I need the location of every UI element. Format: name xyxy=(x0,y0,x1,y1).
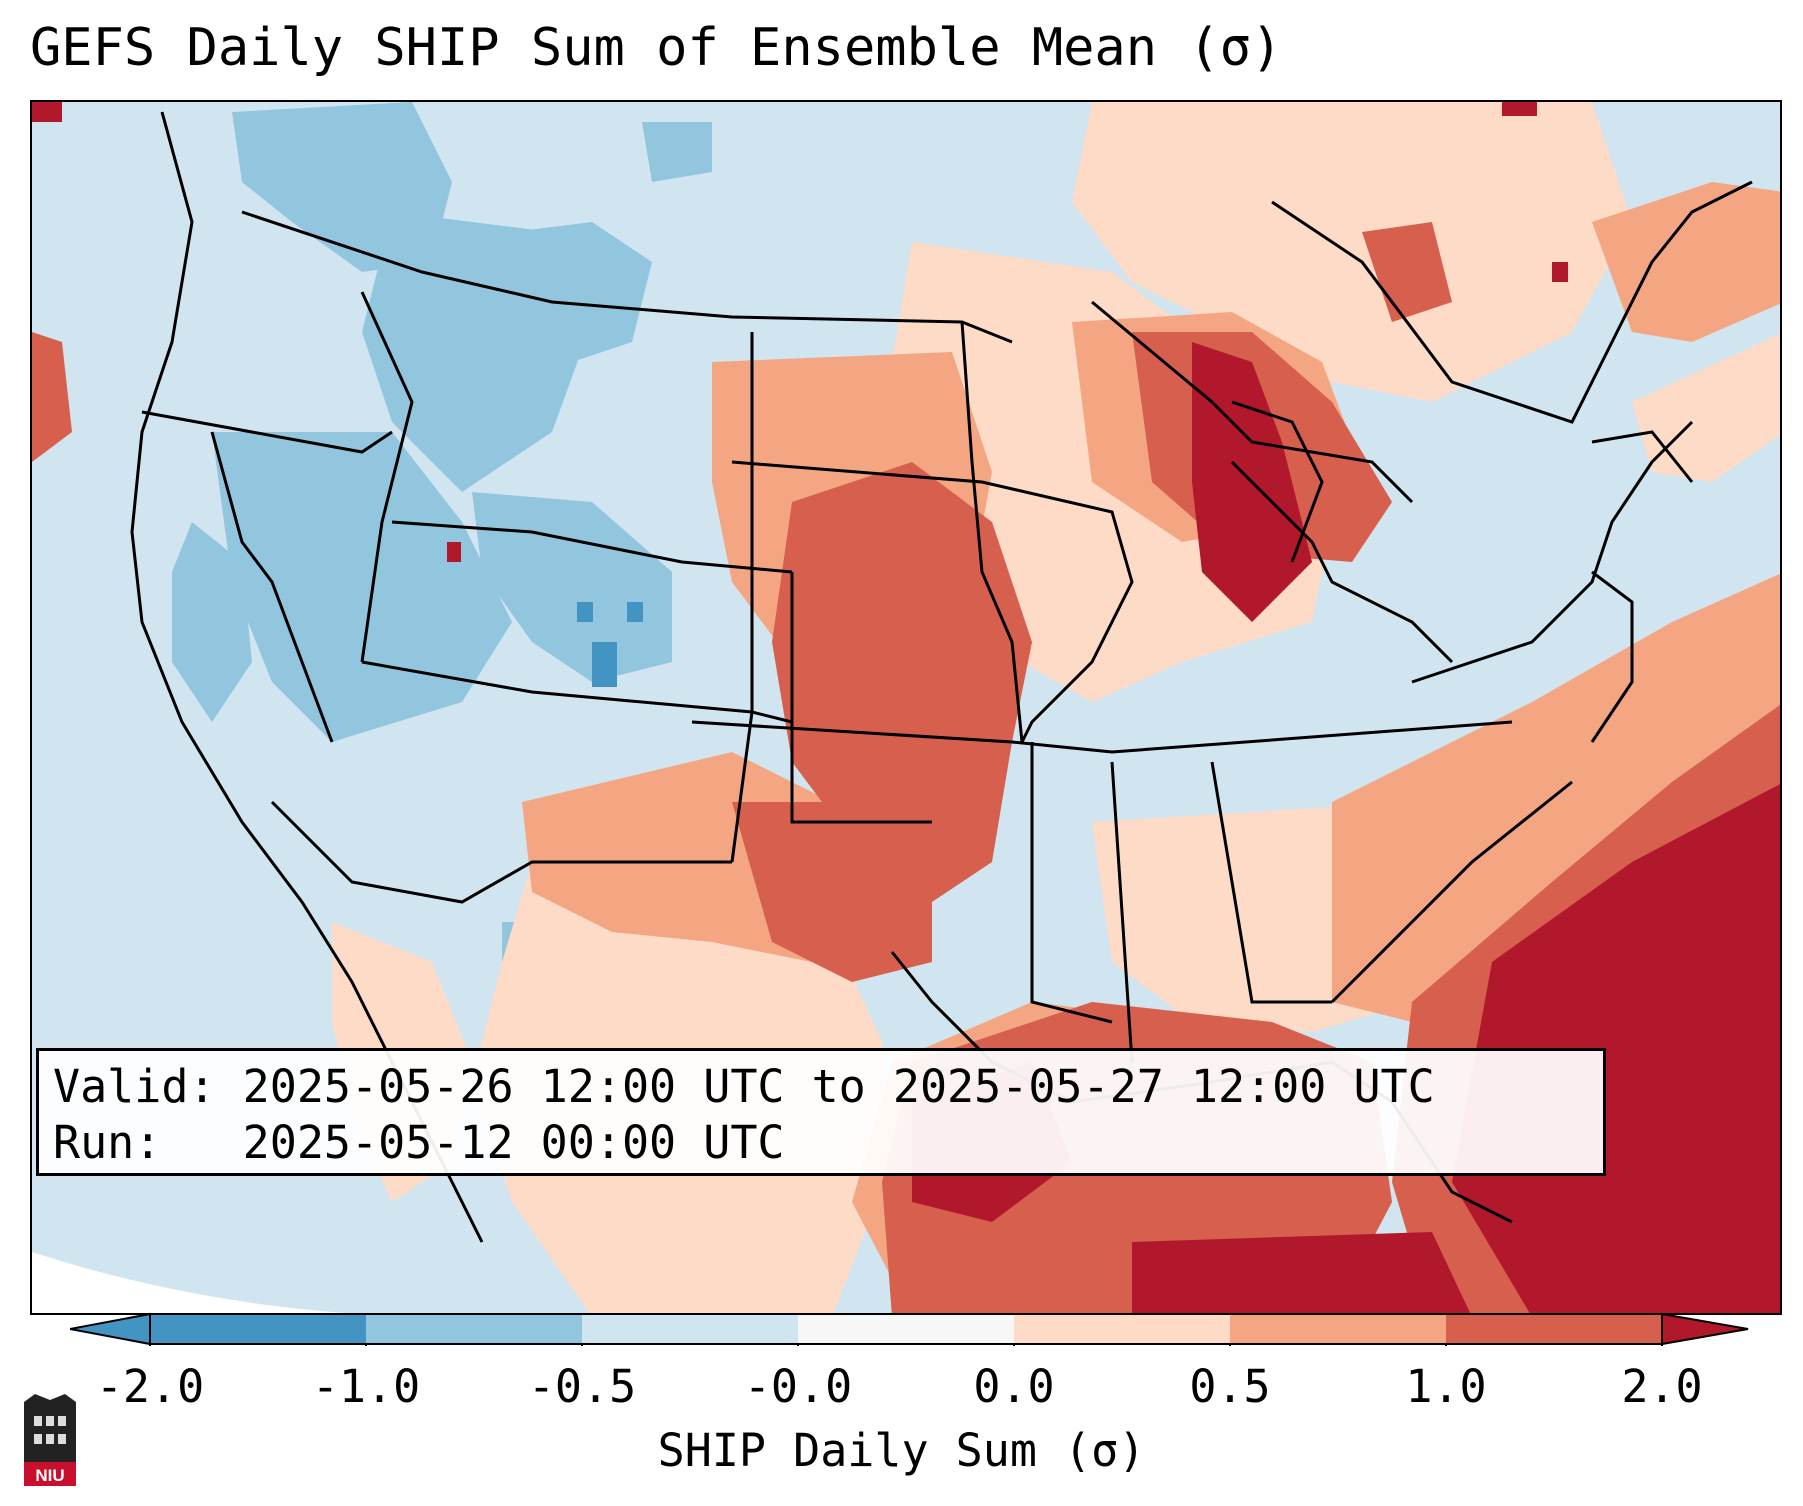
strong-negative-areas xyxy=(577,602,643,687)
colorbar-extend-low xyxy=(70,1312,151,1346)
colorbar-segment xyxy=(1014,1314,1230,1344)
chart-title: GEFS Daily SHIP Sum of Ensemble Mean (σ) xyxy=(30,18,1283,78)
colorbar-segment xyxy=(150,1314,366,1344)
colorbar-outline xyxy=(149,1313,1663,1345)
negative-anomaly-areas xyxy=(172,102,712,1042)
colorbar-tick-label: -0.0 xyxy=(743,1360,853,1413)
run-label: Run: xyxy=(53,1116,162,1169)
projection-edge xyxy=(32,1252,345,1313)
colorbar-tick-label: -0.5 xyxy=(527,1360,637,1413)
colorbar-ticks xyxy=(149,1344,1663,1346)
colorbar-segment xyxy=(366,1314,582,1344)
valid-value: 2025-05-26 12:00 UTC to 2025-05-27 12:00… xyxy=(242,1060,1435,1113)
valid-label: Valid: xyxy=(53,1060,216,1113)
valid-run-info-box: Valid: 2025-05-26 12:00 UTC to 2025-05-2… xyxy=(36,1048,1606,1176)
colorbar-segment xyxy=(582,1314,798,1344)
colorbar-tick-label: 0.0 xyxy=(973,1360,1055,1413)
colorbar-tick-label: 1.0 xyxy=(1405,1360,1487,1413)
logo-text: NIU xyxy=(35,1466,64,1485)
run-value: 2025-05-12 00:00 UTC xyxy=(242,1116,785,1169)
colorbar-segment xyxy=(798,1314,1014,1344)
colorbar-tick-label: 0.5 xyxy=(1189,1360,1271,1413)
colorbar-tick-label: -1.0 xyxy=(311,1360,421,1413)
colorbar-segment xyxy=(1446,1314,1662,1344)
colorbar-extend-high xyxy=(1661,1312,1749,1346)
colorbar-segment xyxy=(1230,1314,1446,1344)
niu-logo-icon: NIU xyxy=(24,1394,76,1486)
colorbar-label: SHIP Daily Sum (σ) xyxy=(657,1424,1146,1477)
colorbar-tick-label: -2.0 xyxy=(95,1360,205,1413)
colorbar xyxy=(70,1312,1749,1346)
colorbar-tick-label: 2.0 xyxy=(1621,1360,1703,1413)
